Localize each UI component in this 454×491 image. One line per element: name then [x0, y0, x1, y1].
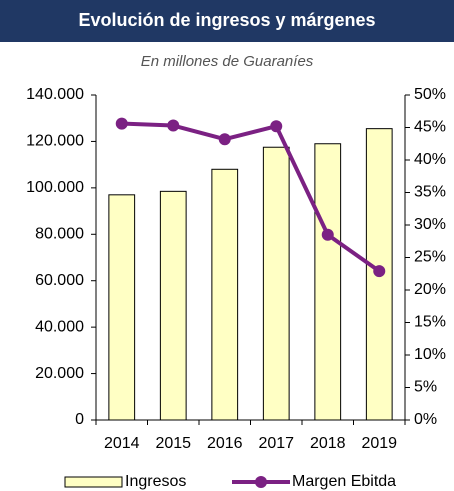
y-tick-label: 140.000	[26, 86, 84, 103]
bar	[314, 143, 342, 421]
y2-tick-label: 25%	[414, 249, 446, 266]
line-marker	[115, 117, 128, 130]
y-tick-label: 120.000	[26, 133, 84, 150]
bar	[211, 168, 239, 421]
line-marker	[321, 228, 334, 241]
legend-label: Ingresos	[125, 473, 186, 490]
y-tick-label: 0	[75, 411, 84, 428]
line	[121, 121, 381, 273]
x-tick-label: 2018	[310, 435, 346, 452]
y2-tick-label: 5%	[414, 379, 437, 396]
line-marker	[270, 120, 283, 133]
x-tick-label: 2016	[207, 435, 243, 452]
bar	[262, 146, 290, 421]
y2-tick-label: 45%	[414, 119, 446, 136]
x-tick-label: 2017	[258, 435, 294, 452]
chart-subtitle: En millones de Guaraníes	[141, 53, 314, 70]
legend-marker	[255, 476, 267, 488]
legend-swatch	[64, 476, 123, 488]
y-tick-label: 60.000	[35, 272, 84, 289]
bar	[159, 190, 187, 421]
y2-tick-label: 50%	[414, 86, 446, 103]
x-tick-label: 2019	[361, 435, 397, 452]
y2-tick-label: 15%	[414, 314, 446, 331]
y-tick-label: 20.000	[35, 365, 84, 382]
y2-tick-label: 0%	[414, 411, 437, 428]
line-marker	[167, 119, 180, 132]
x-tick-label: 2015	[155, 435, 191, 452]
y2-tick-label: 40%	[414, 151, 446, 168]
y2-tick-label: 20%	[414, 281, 446, 298]
title-banner	[0, 0, 454, 42]
y-tick-label: 80.000	[35, 226, 84, 243]
y-tick-label: 40.000	[35, 318, 84, 335]
y2-tick-label: 35%	[414, 184, 446, 201]
y2-tick-label: 10%	[414, 346, 446, 363]
x-tick-label: 2014	[104, 435, 140, 452]
y-tick-label: 100.000	[26, 179, 84, 196]
line-marker	[218, 133, 231, 146]
legend-label: Margen Ebitda	[292, 473, 396, 490]
line-marker	[373, 265, 386, 278]
y2-tick-label: 30%	[414, 216, 446, 233]
chart-title: Evolución de ingresos y márgenes	[78, 10, 375, 30]
bar	[108, 194, 136, 421]
